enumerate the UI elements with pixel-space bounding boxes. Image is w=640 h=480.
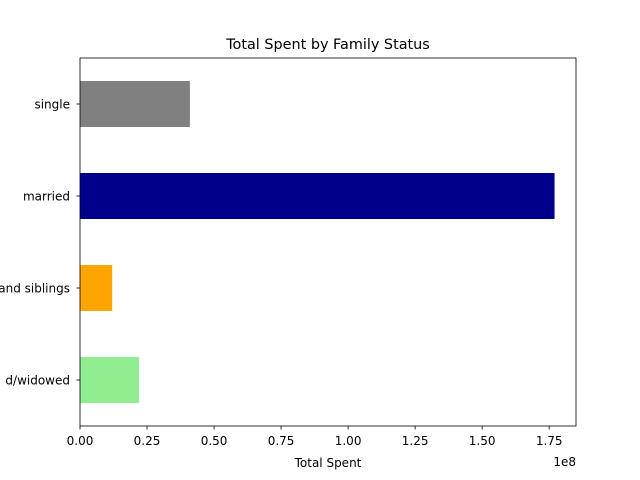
- x-tick-label: 0.25: [134, 434, 161, 448]
- y-tick-label: single: [34, 97, 70, 111]
- x-tick-label: 0.75: [268, 434, 295, 448]
- y-tick-label: and siblings: [0, 281, 70, 295]
- y-tick-label: married: [23, 189, 70, 203]
- plot-frame: [79, 57, 577, 427]
- x-tick-label: 0.50: [201, 434, 228, 448]
- x-tick-label: 1.00: [335, 434, 362, 448]
- bars-layer: [80, 81, 555, 403]
- chart-title: Total Spent by Family Status: [225, 37, 430, 53]
- x-tick-label: 0.00: [67, 434, 94, 448]
- y-tick-label: d/widowed: [5, 373, 70, 387]
- bar-married: [80, 173, 555, 219]
- bar-single: [80, 81, 190, 127]
- x-tick-label: 1.50: [469, 434, 496, 448]
- x-tick-label: 1.25: [402, 434, 429, 448]
- bar-and-siblings: [80, 265, 113, 311]
- x-tick-label: 1.75: [536, 434, 563, 448]
- x-axis-label: Total Spent: [294, 456, 362, 470]
- x-axis-offset-label: 1e8: [553, 455, 576, 469]
- bar-d-widowed: [80, 357, 139, 403]
- ticks-layer: single married and siblings d/widowed 0.00 0.…: [0, 97, 563, 448]
- axes-layer: [79, 57, 577, 427]
